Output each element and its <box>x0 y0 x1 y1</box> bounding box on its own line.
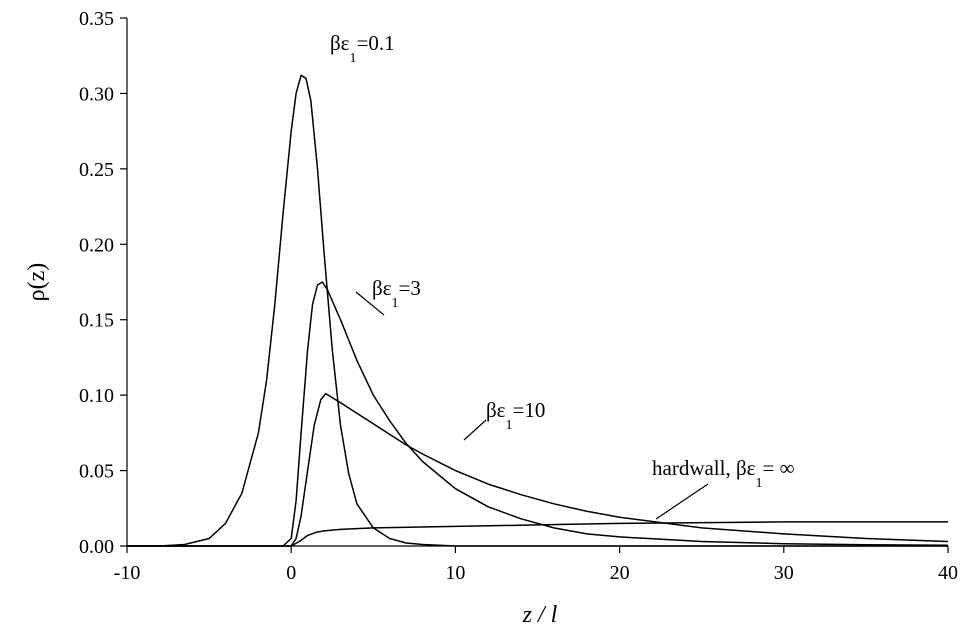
axes: 0.00 0.05 0.10 0.15 0.20 0.25 0.30 0.35 -10 0 10 2… <box>79 8 958 584</box>
x-tick-label: 10 <box>445 562 465 584</box>
label-eps10: βε1=10 <box>486 398 545 433</box>
y-tick-label: 0.15 <box>79 310 114 332</box>
x-axis-title: z / l <box>522 602 558 628</box>
y-tick-label: 0.20 <box>79 234 114 256</box>
leader-hardwall <box>655 483 709 520</box>
y-ticks: 0.00 0.05 0.10 0.15 0.20 0.25 0.30 0.35 <box>79 8 127 558</box>
y-tick-label: 0.05 <box>79 461 114 483</box>
series-lines <box>127 74 949 547</box>
x-tick-label: -10 <box>114 562 141 584</box>
x-ticks: -10 0 10 20 30 40 <box>114 546 958 584</box>
series-line-eps10 <box>127 392 949 547</box>
series-labels: βε1=0.1 βε1=3 βε1=10 hardwall, βε1= ∞ <box>330 31 795 491</box>
series-line-eps3 <box>127 281 949 547</box>
x-tick-label: 20 <box>610 562 630 584</box>
leader-eps3 <box>355 291 385 316</box>
x-tick-label: 30 <box>774 562 794 584</box>
y-tick-label: 0.35 <box>79 8 114 30</box>
x-tick-label: 0 <box>286 562 296 584</box>
label-eps3: βε1=3 <box>372 276 421 311</box>
y-tick-label: 0.30 <box>79 83 114 105</box>
y-axis-title: ρ(z) <box>24 263 50 302</box>
label-leader-lines <box>355 291 709 520</box>
series-line-eps01 <box>127 74 948 547</box>
y-tick-label: 0.00 <box>79 536 114 558</box>
leader-eps10 <box>463 419 487 441</box>
x-tick-label: 40 <box>938 562 958 584</box>
label-eps01: βε1=0.1 <box>330 31 395 66</box>
label-hardwall: hardwall, βε1= ∞ <box>652 456 795 491</box>
y-tick-label: 0.25 <box>79 159 114 181</box>
series-line-hardwall <box>127 521 948 547</box>
y-tick-label: 0.10 <box>79 385 114 407</box>
